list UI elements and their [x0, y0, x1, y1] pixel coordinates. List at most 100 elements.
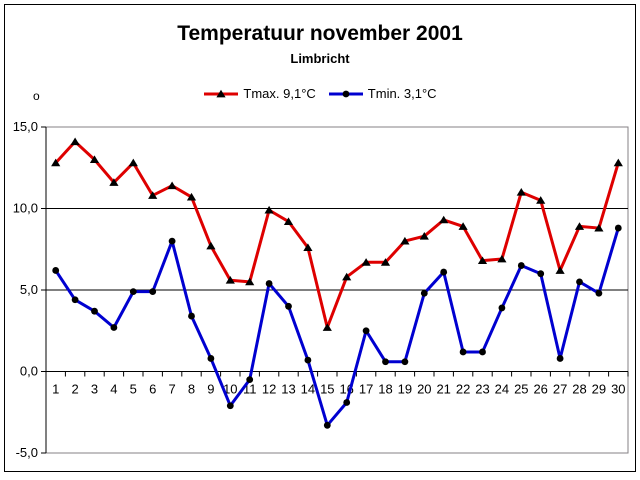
tmax-data-point — [186, 192, 197, 201]
legend-item-tmin: Tmin. 3,1°C — [328, 86, 437, 101]
tmin-data-point — [91, 307, 98, 315]
tmax-data-point — [477, 256, 488, 265]
x-axis-label: 17 — [359, 382, 373, 397]
tmin-data-point — [265, 280, 273, 287]
x-axis-label: 20 — [417, 382, 431, 397]
x-axis-label: 30 — [611, 382, 625, 397]
tmax-line-marker-icon — [204, 89, 239, 97]
tmin-data-point — [362, 327, 370, 335]
tmax-data-point — [574, 222, 585, 230]
tmax-data-point — [283, 217, 294, 225]
tmin-data-point — [517, 262, 525, 269]
x-axis-label: 24 — [495, 382, 509, 397]
tmin-data-point — [207, 355, 215, 362]
y-axis-label: -5,0 — [16, 445, 38, 460]
tmin-data-point — [129, 288, 137, 296]
tmin-data-point — [498, 304, 506, 312]
x-axis-label: 25 — [514, 382, 528, 397]
tmax-data-point — [109, 178, 119, 186]
x-axis-label: 19 — [398, 382, 412, 397]
x-axis-label: 29 — [592, 382, 606, 397]
tmin-data-point — [226, 402, 234, 410]
legend-item-tmax: Tmax. 9,1°C — [203, 86, 316, 101]
tmin-data-point — [323, 421, 331, 429]
tmin-data-point — [246, 376, 254, 384]
x-axis-label: 23 — [475, 382, 489, 397]
tmin-data-point — [595, 289, 603, 297]
y-axis-unit-label: o — [33, 89, 40, 103]
tmin-data-point — [343, 399, 351, 406]
x-axis-label: 2 — [71, 382, 78, 397]
tmax-data-point — [167, 181, 177, 190]
y-axis-label: 5,0 — [20, 282, 38, 297]
tmax-data-point — [342, 272, 352, 281]
tmin-data-point — [52, 267, 60, 274]
x-axis-label: 12 — [262, 382, 276, 397]
tmin-data-point — [71, 296, 79, 304]
tmax-data-point — [128, 158, 138, 167]
x-axis-label: 6 — [149, 382, 156, 397]
tmax-data-point — [555, 266, 565, 274]
tmin-data-point — [382, 358, 389, 366]
tmin-data-point — [479, 348, 486, 356]
tmax-data-point — [594, 223, 604, 232]
x-axis-label: 3 — [91, 382, 98, 397]
x-axis-label: 7 — [168, 382, 175, 397]
y-axis-label: 15,0 — [13, 119, 38, 134]
x-axis-label: 28 — [572, 382, 586, 397]
x-axis-label: 22 — [456, 382, 470, 397]
x-axis-label: 10 — [223, 382, 237, 397]
tmin-legend-marker — [342, 90, 350, 97]
tmax-data-point — [51, 158, 61, 167]
tmax-data-point — [303, 243, 313, 252]
tmax-data-point — [536, 196, 546, 204]
x-axis-label: 9 — [207, 382, 214, 397]
tmax-data-point — [380, 258, 391, 266]
tmin-data-point — [556, 355, 564, 362]
tmax-data-point — [516, 188, 526, 196]
x-axis-label: 13 — [281, 382, 295, 397]
x-axis-label: 5 — [130, 382, 137, 397]
tmax-data-point — [148, 191, 158, 199]
tmin-data-point — [614, 224, 622, 232]
chart-title: Temperatuur november 2001 — [177, 22, 463, 45]
legend: Tmax. 9,1°C Tmin. 3,1°C — [5, 86, 635, 101]
x-axis-label: 18 — [378, 382, 392, 397]
x-axis-label: 15 — [320, 382, 334, 397]
tmax-data-point — [322, 323, 332, 331]
x-axis-label: 1 — [52, 382, 59, 397]
tmin-data-point — [459, 348, 467, 356]
tmax-data-point — [458, 222, 468, 230]
tmax-data-point — [206, 241, 216, 250]
chart-subtitle: Limbricht — [290, 51, 350, 66]
tmin-data-point — [537, 270, 545, 278]
chart-window: Temperatuur november 2001 Limbricht o Tm… — [4, 4, 636, 472]
tmax-data-point — [400, 236, 410, 245]
tmin-data-point — [188, 312, 195, 320]
tmax-data-point — [89, 155, 100, 163]
x-axis-label: 26 — [533, 382, 547, 397]
tmax-data-point — [70, 137, 80, 146]
tmin-data-point — [420, 289, 428, 297]
x-axis-label: 14 — [301, 382, 315, 397]
x-axis-label: 21 — [436, 382, 450, 397]
tmax-legend-marker — [216, 89, 227, 97]
tmax-data-point — [245, 277, 255, 286]
legend-label-tmax: Tmax. 9,1°C — [243, 86, 316, 101]
x-axis-label: 27 — [553, 382, 567, 397]
y-axis-label: 0,0 — [20, 364, 38, 379]
tmin-line-marker-icon — [328, 90, 363, 97]
tmax-data-point — [361, 258, 371, 266]
tmin-data-point — [149, 288, 157, 296]
tmin-data-point — [576, 278, 583, 286]
tmin-data-point — [401, 358, 409, 366]
x-axis-label: 4 — [110, 382, 117, 397]
tmax-data-point — [497, 254, 507, 263]
tmax-data-point — [419, 232, 429, 240]
tmin-data-point — [304, 356, 312, 364]
tmax-data-point — [225, 276, 235, 284]
tmin-data-point — [440, 268, 448, 276]
tmin-data-point — [110, 324, 118, 331]
tmin-data-point — [285, 302, 292, 310]
